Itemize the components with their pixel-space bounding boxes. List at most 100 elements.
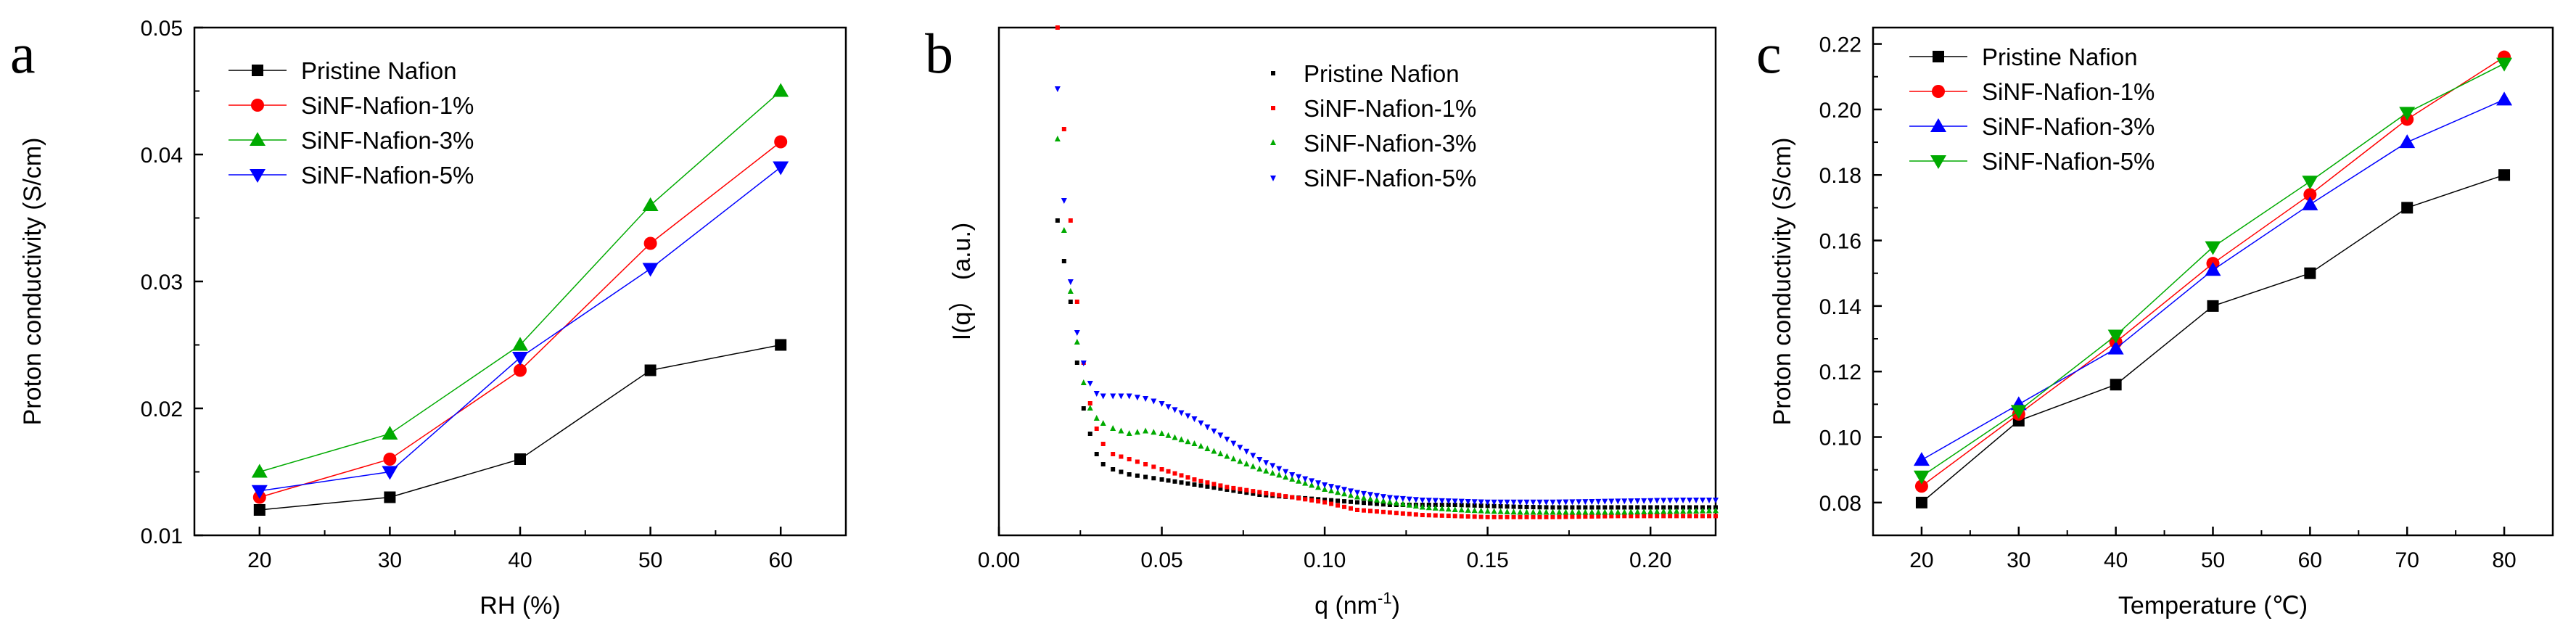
legend-label: SiNF-Nafion-3% xyxy=(1982,113,2155,140)
data-point xyxy=(1654,508,1661,514)
data-point xyxy=(1668,505,1673,510)
data-point xyxy=(1465,498,1471,505)
data-point xyxy=(1616,505,1621,510)
data-point xyxy=(1419,498,1425,503)
data-point xyxy=(1329,498,1334,503)
data-point xyxy=(1336,498,1341,503)
data-point xyxy=(1556,499,1563,506)
x-tick-label: 60 xyxy=(2298,548,2322,572)
data-point xyxy=(1211,448,1217,454)
data-point xyxy=(1537,505,1542,510)
data-point xyxy=(1074,339,1080,345)
data-point xyxy=(1661,514,1666,519)
data-point xyxy=(1694,514,1699,519)
data-point xyxy=(1151,398,1157,405)
series-sinf-nafion-3- xyxy=(251,83,789,478)
data-point xyxy=(1517,499,1523,506)
data-point xyxy=(1309,498,1314,503)
data-point xyxy=(1563,505,1568,510)
data-point xyxy=(1329,501,1334,506)
data-point xyxy=(1373,493,1380,499)
data-point xyxy=(1143,474,1148,479)
data-point xyxy=(1505,504,1510,509)
data-point xyxy=(1322,498,1328,502)
data-point xyxy=(1159,401,1165,407)
data-point xyxy=(1074,300,1079,304)
data-point xyxy=(1681,514,1686,519)
data-point xyxy=(1582,508,1589,515)
data-point xyxy=(1491,514,1497,519)
data-point xyxy=(1478,507,1484,514)
data-point xyxy=(1511,504,1516,509)
data-point xyxy=(1185,481,1190,486)
data-point xyxy=(1165,432,1172,438)
y-tick-label: 0.03 xyxy=(141,271,183,295)
panel-label: c xyxy=(1756,22,1782,85)
data-point xyxy=(1191,416,1198,422)
data-point xyxy=(1648,505,1653,510)
data-point xyxy=(1211,428,1217,435)
data-point xyxy=(1694,505,1699,510)
legend-marker xyxy=(1270,176,1276,181)
data-point xyxy=(1110,425,1116,431)
data-point xyxy=(1205,480,1210,485)
data-point xyxy=(1111,452,1116,456)
legend-entry: SiNF-Nafion-5% xyxy=(1909,148,2155,175)
data-point xyxy=(1400,511,1405,516)
data-point xyxy=(1361,508,1366,513)
data-point xyxy=(1135,459,1140,464)
data-point xyxy=(1596,505,1601,510)
data-point xyxy=(1349,506,1354,511)
data-point xyxy=(1478,499,1484,506)
data-point xyxy=(1485,503,1490,508)
data-point xyxy=(1185,438,1191,445)
data-point xyxy=(1628,508,1634,515)
data-point xyxy=(1198,479,1203,484)
data-point xyxy=(1067,279,1074,285)
data-point xyxy=(1244,490,1249,495)
data-point xyxy=(1557,514,1562,519)
x-tick-label: 50 xyxy=(2201,548,2225,572)
data-point xyxy=(1290,495,1295,500)
data-point xyxy=(1674,508,1680,514)
data-point xyxy=(1615,498,1621,505)
legend-marker xyxy=(1932,85,1945,98)
data-point xyxy=(1563,508,1569,515)
data-point xyxy=(1386,498,1393,505)
x-axis-title: q (nm-1) xyxy=(1314,589,1400,619)
data-point xyxy=(1087,381,1093,387)
data-point xyxy=(1518,504,1523,509)
data-point xyxy=(1661,498,1667,504)
data-point xyxy=(1198,442,1204,449)
data-point xyxy=(1250,453,1256,459)
data-point xyxy=(1445,498,1452,505)
data-point xyxy=(1354,490,1360,496)
data-point xyxy=(1536,508,1543,515)
x-tick-label: 0.15 xyxy=(1466,548,1508,572)
data-point xyxy=(1596,514,1601,519)
data-point xyxy=(1707,505,1712,510)
data-point xyxy=(1231,485,1236,490)
data-point xyxy=(1569,508,1576,515)
legend-entry: SiNF-Nafion-1% xyxy=(1909,78,2155,105)
data-point xyxy=(1257,493,1262,497)
data-point xyxy=(1348,488,1354,495)
data-point xyxy=(1589,498,1595,505)
data-point xyxy=(1700,514,1705,519)
data-point xyxy=(1055,218,1060,223)
data-point xyxy=(512,352,528,366)
data-point xyxy=(1094,427,1099,431)
legend-label: SiNF-Nafion-3% xyxy=(301,127,474,154)
data-point xyxy=(1576,514,1581,519)
data-point xyxy=(1439,503,1444,507)
legend-label: Pristine Nafion xyxy=(1304,60,1460,87)
data-point xyxy=(1622,505,1627,510)
data-point xyxy=(1505,514,1510,519)
data-point xyxy=(1393,495,1399,502)
data-point xyxy=(1458,498,1465,505)
data-point xyxy=(1497,508,1504,514)
legend-marker xyxy=(252,65,263,76)
data-point xyxy=(1126,393,1132,400)
